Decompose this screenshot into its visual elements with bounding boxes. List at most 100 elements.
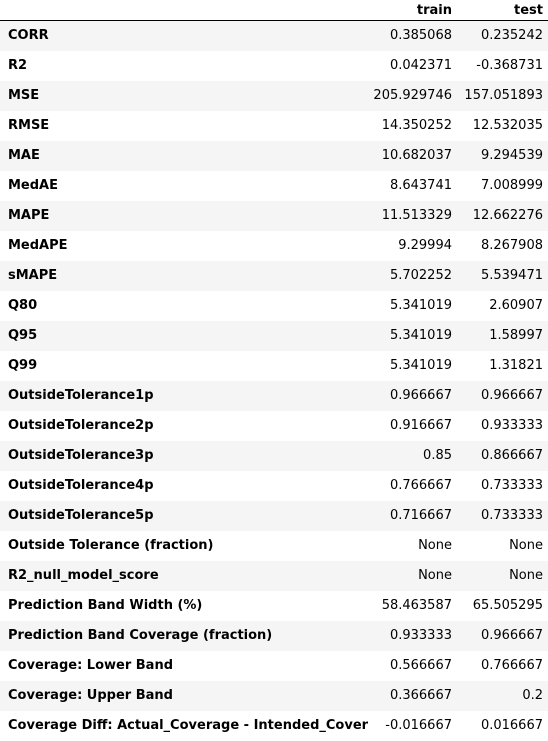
row-label: MAE	[8, 148, 40, 163]
test-value: 7.008999	[480, 178, 543, 193]
row-label: Q99	[8, 358, 38, 373]
train-value: None	[418, 568, 452, 583]
row-label: OutsideTolerance2p	[8, 418, 154, 433]
test-value: 0.2	[522, 688, 543, 703]
train-value: 5.341019	[389, 328, 452, 343]
test-value: 65.505295	[472, 598, 543, 613]
test-value: 12.532035	[472, 118, 543, 133]
table-row: Coverage: Lower Band 0.566667 0.766667	[0, 650, 548, 681]
train-value: 8.643741	[389, 178, 452, 193]
row-label: R2_null_model_score	[8, 568, 159, 583]
row-label: Prediction Band Coverage (fraction)	[8, 628, 273, 643]
train-value: -0.016667	[385, 718, 452, 733]
test-value: 0.966667	[480, 388, 543, 403]
train-value: 0.966667	[389, 388, 452, 403]
table-row: OutsideTolerance1p 0.966667 0.966667	[0, 380, 548, 411]
test-value: 0.733333	[480, 508, 543, 523]
train-value: 205.929746	[373, 88, 452, 103]
test-value: 0.933333	[480, 418, 543, 433]
table-row: Q99 5.341019 1.31821	[0, 350, 548, 381]
row-label: OutsideTolerance1p	[8, 388, 154, 403]
table-row: sMAPE 5.702252 5.539471	[0, 260, 548, 291]
test-value: 0.766667	[480, 658, 543, 673]
table-row: Coverage: Upper Band 0.366667 0.2	[0, 680, 548, 711]
train-value: 0.385068	[389, 28, 452, 44]
test-value: 0.733333	[480, 478, 543, 493]
test-value: 0.016667	[480, 718, 543, 733]
test-value: None	[509, 538, 543, 553]
train-value: 0.933333	[389, 628, 452, 643]
row-label: RMSE	[8, 118, 50, 133]
test-value: None	[509, 568, 543, 583]
test-value: 0.866667	[480, 448, 543, 463]
test-value: 0.235242	[480, 28, 543, 44]
train-value: 0.916667	[389, 418, 452, 433]
table-row: Prediction Band Width (%) 58.463587 65.505…	[0, 590, 548, 621]
train-value: 0.85	[423, 448, 452, 463]
row-label: Prediction Band Width (%)	[8, 598, 203, 613]
test-value: 2.60907	[489, 298, 543, 313]
table-body: CORR 0.385068 0.235242 R2 0.042371 -0.368731 M…	[0, 20, 548, 741]
table-row: OutsideTolerance3p 0.85 0.866667	[0, 440, 548, 471]
train-value: None	[418, 538, 452, 553]
table-row: MAPE 11.513329 12.662276	[0, 200, 548, 231]
row-label: MSE	[8, 88, 40, 103]
table-row: Prediction Band Coverage (fraction) 0.933…	[0, 620, 548, 651]
header-train: train	[368, 0, 457, 21]
row-label: R2	[8, 58, 28, 73]
test-value: 9.294539	[480, 148, 543, 163]
row-label: OutsideTolerance5p	[8, 508, 154, 523]
row-label: Coverage: Upper Band	[8, 688, 173, 703]
row-label: OutsideTolerance3p	[8, 448, 154, 463]
test-value: -0.368731	[476, 58, 543, 73]
train-value: 10.682037	[381, 148, 452, 163]
test-value: 12.662276	[472, 208, 543, 223]
train-value: 0.566667	[389, 658, 452, 673]
train-value: 0.042371	[389, 58, 452, 73]
row-label: sMAPE	[8, 268, 58, 283]
train-value: 14.350252	[381, 118, 452, 133]
table-row: Q80 5.341019 2.60907	[0, 290, 548, 321]
table-row: Q95 5.341019 1.58997	[0, 320, 548, 351]
table-row: MAE 10.682037 9.294539	[0, 140, 548, 171]
row-label: MedAE	[8, 178, 59, 193]
table-row: RMSE 14.350252 12.532035	[0, 110, 548, 141]
table-row: R2_null_model_score None None	[0, 560, 548, 591]
table-row: OutsideTolerance2p 0.916667 0.933333	[0, 410, 548, 441]
train-value: 9.29994	[398, 238, 452, 253]
row-label: OutsideTolerance4p	[8, 478, 154, 493]
train-value: 5.341019	[389, 358, 452, 373]
table-row: MedAPE 9.29994 8.267908	[0, 230, 548, 261]
row-label: Coverage Diff: Actual_Coverage - Intende…	[8, 718, 368, 733]
header-test: test	[457, 0, 548, 21]
row-label: MedAPE	[8, 238, 68, 253]
test-value: 1.31821	[489, 358, 543, 373]
train-value: 0.716667	[389, 508, 452, 523]
row-label: Outside Tolerance (fraction)	[8, 538, 214, 553]
table-row: MedAE 8.643741 7.008999	[0, 170, 548, 201]
test-value: 5.539471	[480, 268, 543, 283]
test-value: 0.966667	[480, 628, 543, 643]
table-row: Outside Tolerance (fraction) None None	[0, 530, 548, 561]
table-row: OutsideTolerance5p 0.716667 0.733333	[0, 500, 548, 531]
test-value: 157.051893	[464, 88, 543, 103]
row-label: Q80	[8, 298, 38, 313]
header-row: train test	[0, 0, 548, 21]
train-value: 11.513329	[381, 208, 452, 223]
row-label: Coverage: Lower Band	[8, 658, 174, 673]
train-value: 0.766667	[389, 478, 452, 493]
table-row: Coverage Diff: Actual_Coverage - Intende…	[0, 710, 548, 741]
train-value: 5.341019	[389, 298, 452, 313]
train-value: 0.366667	[389, 688, 452, 703]
table-header: train test	[0, 0, 548, 21]
row-label: MAPE	[8, 208, 50, 223]
train-value: 58.463587	[381, 598, 452, 613]
row-label: CORR	[8, 28, 49, 44]
table-row: MSE 205.929746 157.051893	[0, 80, 548, 111]
test-value: 8.267908	[480, 238, 543, 253]
table-row: CORR 0.385068 0.235242	[0, 20, 548, 51]
table-row: R2 0.042371 -0.368731	[0, 50, 548, 81]
row-label: Q95	[8, 328, 38, 343]
table-row: OutsideTolerance4p 0.766667 0.733333	[0, 470, 548, 501]
